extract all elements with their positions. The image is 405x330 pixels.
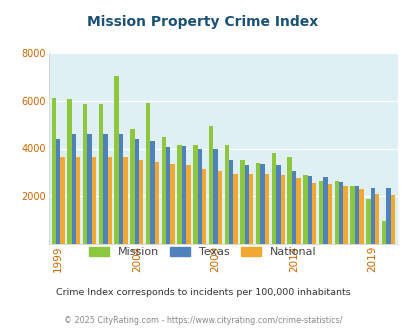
Bar: [240, 160, 244, 244]
Bar: [197, 148, 201, 244]
Bar: [381, 221, 385, 244]
Bar: [123, 157, 127, 244]
Bar: [51, 98, 56, 244]
Bar: [296, 179, 300, 244]
Bar: [98, 104, 103, 244]
Bar: [119, 134, 123, 244]
Bar: [166, 147, 170, 244]
Bar: [83, 104, 87, 244]
Bar: [358, 189, 363, 244]
Bar: [280, 175, 284, 244]
Bar: [56, 139, 60, 244]
Bar: [170, 164, 175, 244]
Bar: [374, 194, 378, 244]
Bar: [303, 175, 307, 244]
Bar: [390, 195, 394, 244]
Bar: [60, 157, 65, 244]
Bar: [201, 169, 206, 244]
Bar: [130, 129, 134, 244]
Bar: [260, 164, 264, 244]
Bar: [249, 174, 253, 244]
Text: Crime Index corresponds to incidents per 100,000 inhabitants: Crime Index corresponds to incidents per…: [55, 287, 350, 297]
Bar: [87, 134, 92, 244]
Text: © 2025 CityRating.com - https://www.cityrating.com/crime-statistics/: © 2025 CityRating.com - https://www.city…: [64, 315, 341, 325]
Bar: [67, 99, 72, 244]
Bar: [114, 76, 119, 244]
Bar: [365, 199, 370, 244]
Bar: [139, 160, 143, 244]
Bar: [208, 126, 213, 244]
Bar: [307, 176, 311, 244]
Bar: [334, 181, 338, 244]
Bar: [354, 185, 358, 244]
Bar: [154, 162, 159, 244]
Bar: [338, 182, 343, 244]
Bar: [72, 134, 76, 244]
Bar: [350, 185, 354, 244]
Bar: [193, 145, 197, 244]
Bar: [181, 146, 186, 244]
Bar: [177, 145, 181, 244]
Bar: [134, 139, 139, 244]
Bar: [343, 185, 347, 244]
Bar: [233, 174, 237, 244]
Bar: [145, 103, 150, 244]
Bar: [186, 165, 190, 244]
Text: Mission Property Crime Index: Mission Property Crime Index: [87, 15, 318, 29]
Bar: [213, 148, 217, 244]
Bar: [264, 174, 269, 244]
Bar: [224, 145, 228, 244]
Legend: Mission, Texas, National: Mission, Texas, National: [85, 242, 320, 262]
Bar: [150, 141, 154, 244]
Bar: [311, 183, 315, 244]
Bar: [385, 188, 390, 244]
Bar: [291, 171, 296, 244]
Bar: [318, 181, 322, 244]
Bar: [244, 165, 249, 244]
Bar: [287, 157, 291, 244]
Bar: [161, 137, 166, 244]
Bar: [271, 153, 275, 244]
Bar: [256, 163, 260, 244]
Bar: [228, 160, 233, 244]
Bar: [103, 134, 107, 244]
Bar: [322, 177, 327, 244]
Bar: [327, 184, 331, 244]
Bar: [107, 157, 112, 244]
Bar: [370, 188, 374, 244]
Bar: [76, 157, 80, 244]
Bar: [217, 171, 222, 244]
Bar: [92, 157, 96, 244]
Bar: [275, 165, 280, 244]
